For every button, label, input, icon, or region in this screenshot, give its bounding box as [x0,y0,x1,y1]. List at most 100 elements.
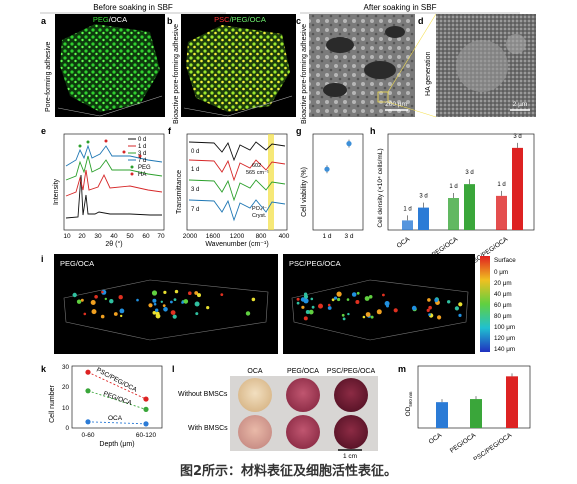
cell-dot [188,291,192,296]
curve-label: 7 d [191,207,199,213]
panel-k-xlabel: Depth (μm) [99,441,134,448]
x-tick: 400 [279,233,290,240]
cell-dot [331,298,335,302]
cell-dot [303,294,309,299]
column-header: PEG/OCA [287,368,319,375]
panel-f-curve-3d [188,179,286,202]
cell-dot [197,293,201,298]
panel-c-pore [364,61,396,79]
cell-dot [382,293,385,297]
od-bar [470,399,482,428]
curve-label: 3 d [191,187,199,193]
x-tick: 60 [142,233,150,240]
cell-dot [336,291,342,297]
panel-c-zoom-box [377,91,389,103]
panel-e-ha-marker [122,150,126,154]
cell-dot [368,295,373,299]
panel-a: a Pore-forming adhesive PEG/OCA [41,14,165,117]
panel-h-axes [387,133,535,231]
panel-h-bars: 1 d 3 d 1 d 3 d 1 d 3 d [402,134,523,230]
x-tick: 0-60 [81,432,94,439]
panel-j-cells [296,291,463,321]
cell-dot [454,306,459,311]
panel-h-letter: h [370,126,376,136]
cell-dot [296,301,300,305]
od-bar [506,376,518,428]
panel-e-legend: 0 d 1 d 3 d 7 d PEG HA [128,137,151,178]
panel-g-letter: g [296,126,302,136]
y-tick: 30 [62,364,70,371]
x-tick: 3 d [344,233,353,240]
cell-dot [153,302,157,306]
x-tick: 60-120 [136,432,157,439]
panel-i: i PEG/OCA [41,254,278,354]
series-point [143,421,149,427]
day-label: 3 d [513,134,521,140]
panel-i-cells [72,289,256,319]
panel-e-curve-3d [65,155,163,181]
panel-a-side-label: Pore-forming adhesive [45,41,52,112]
panel-e-ha-marker [104,139,108,143]
cell-dot [162,304,166,307]
cell-dot [194,291,199,295]
disc-psc-without [334,378,368,412]
panel-e: e Intensity 0 d 1 d 3 d 7 d PEG HA 10 20 [41,126,165,248]
panel-e-curve-7d [65,144,163,167]
panel-b-scaffold [186,25,290,112]
cell-dot [434,298,439,303]
series-line [87,421,147,425]
x-tick: 20 [78,233,86,240]
panel-f-annotation: 565 cm⁻¹ [246,170,269,176]
panel-b-title: PSC/PEG/OCA [214,15,266,24]
panel-b-title-rest: /PEG/OCA [230,15,266,24]
day-label: 1 d [403,206,411,212]
column-header: OCA [247,368,263,375]
panel-j-image-bg [283,254,475,354]
cell-dot [72,292,77,298]
panel-k-ylabel: Cell number [49,384,56,422]
cell-dot [160,300,163,303]
legend-ha-dot [130,172,134,176]
panel-k-yticks: 0 10 20 30 [62,364,70,432]
x-tick: 800 [256,233,267,240]
panel-e-ylabel: Intensity [53,178,60,205]
x-tick: PEG/OCA [449,432,478,455]
cell-dot [393,308,398,313]
cell-dot [300,297,306,302]
panel-d-ha-sphere [506,34,526,54]
legend-label: HA [138,172,146,178]
viability-point [346,141,352,147]
legend-label: 1 d [138,144,146,150]
disc-peg-with [286,415,320,449]
cell-dot [311,305,315,309]
cell-dot [301,305,305,309]
day-label: 3 d [465,170,473,176]
panel-l: l OCA PEG/OCA PSC/PEG/OCA Without BMSCs … [172,364,378,460]
series-point [85,369,91,375]
x-tick: 10 [63,233,71,240]
y-tick: 20 [62,384,70,391]
panel-f-letter: f [168,126,172,136]
panel-c: c Bioactive pore-forming adhesive 200 µm [296,13,437,124]
colorbar-label: 60 μm [494,302,512,309]
disc-peg-without [286,378,320,412]
panel-m-ylabel: OD560 nm [405,391,413,416]
cell-dot [411,305,417,311]
cell-dot [362,315,366,319]
legend-peg-dot [130,165,134,169]
x-tick: OCA [428,432,444,446]
cell-dot [170,300,173,304]
panel-d-ha-sphere [456,40,508,92]
day-label: 3 d [419,194,427,200]
cell-dot [347,312,350,316]
panel-f-annotation: PO₄³⁻ [252,206,267,212]
panel-d-side-label: HA generation [425,52,432,96]
colorbar-label: 20 μm [494,280,512,287]
cell-dot [384,301,390,306]
panel-f: f Transmittance 0 d 1 d 3 d 7 d 602 565 … [168,126,290,248]
series-point [143,396,149,402]
panel-d-letter: d [418,16,424,26]
cell-dot [386,304,389,308]
cell-dot [152,298,157,303]
panel-e-curve-0d [65,174,162,219]
